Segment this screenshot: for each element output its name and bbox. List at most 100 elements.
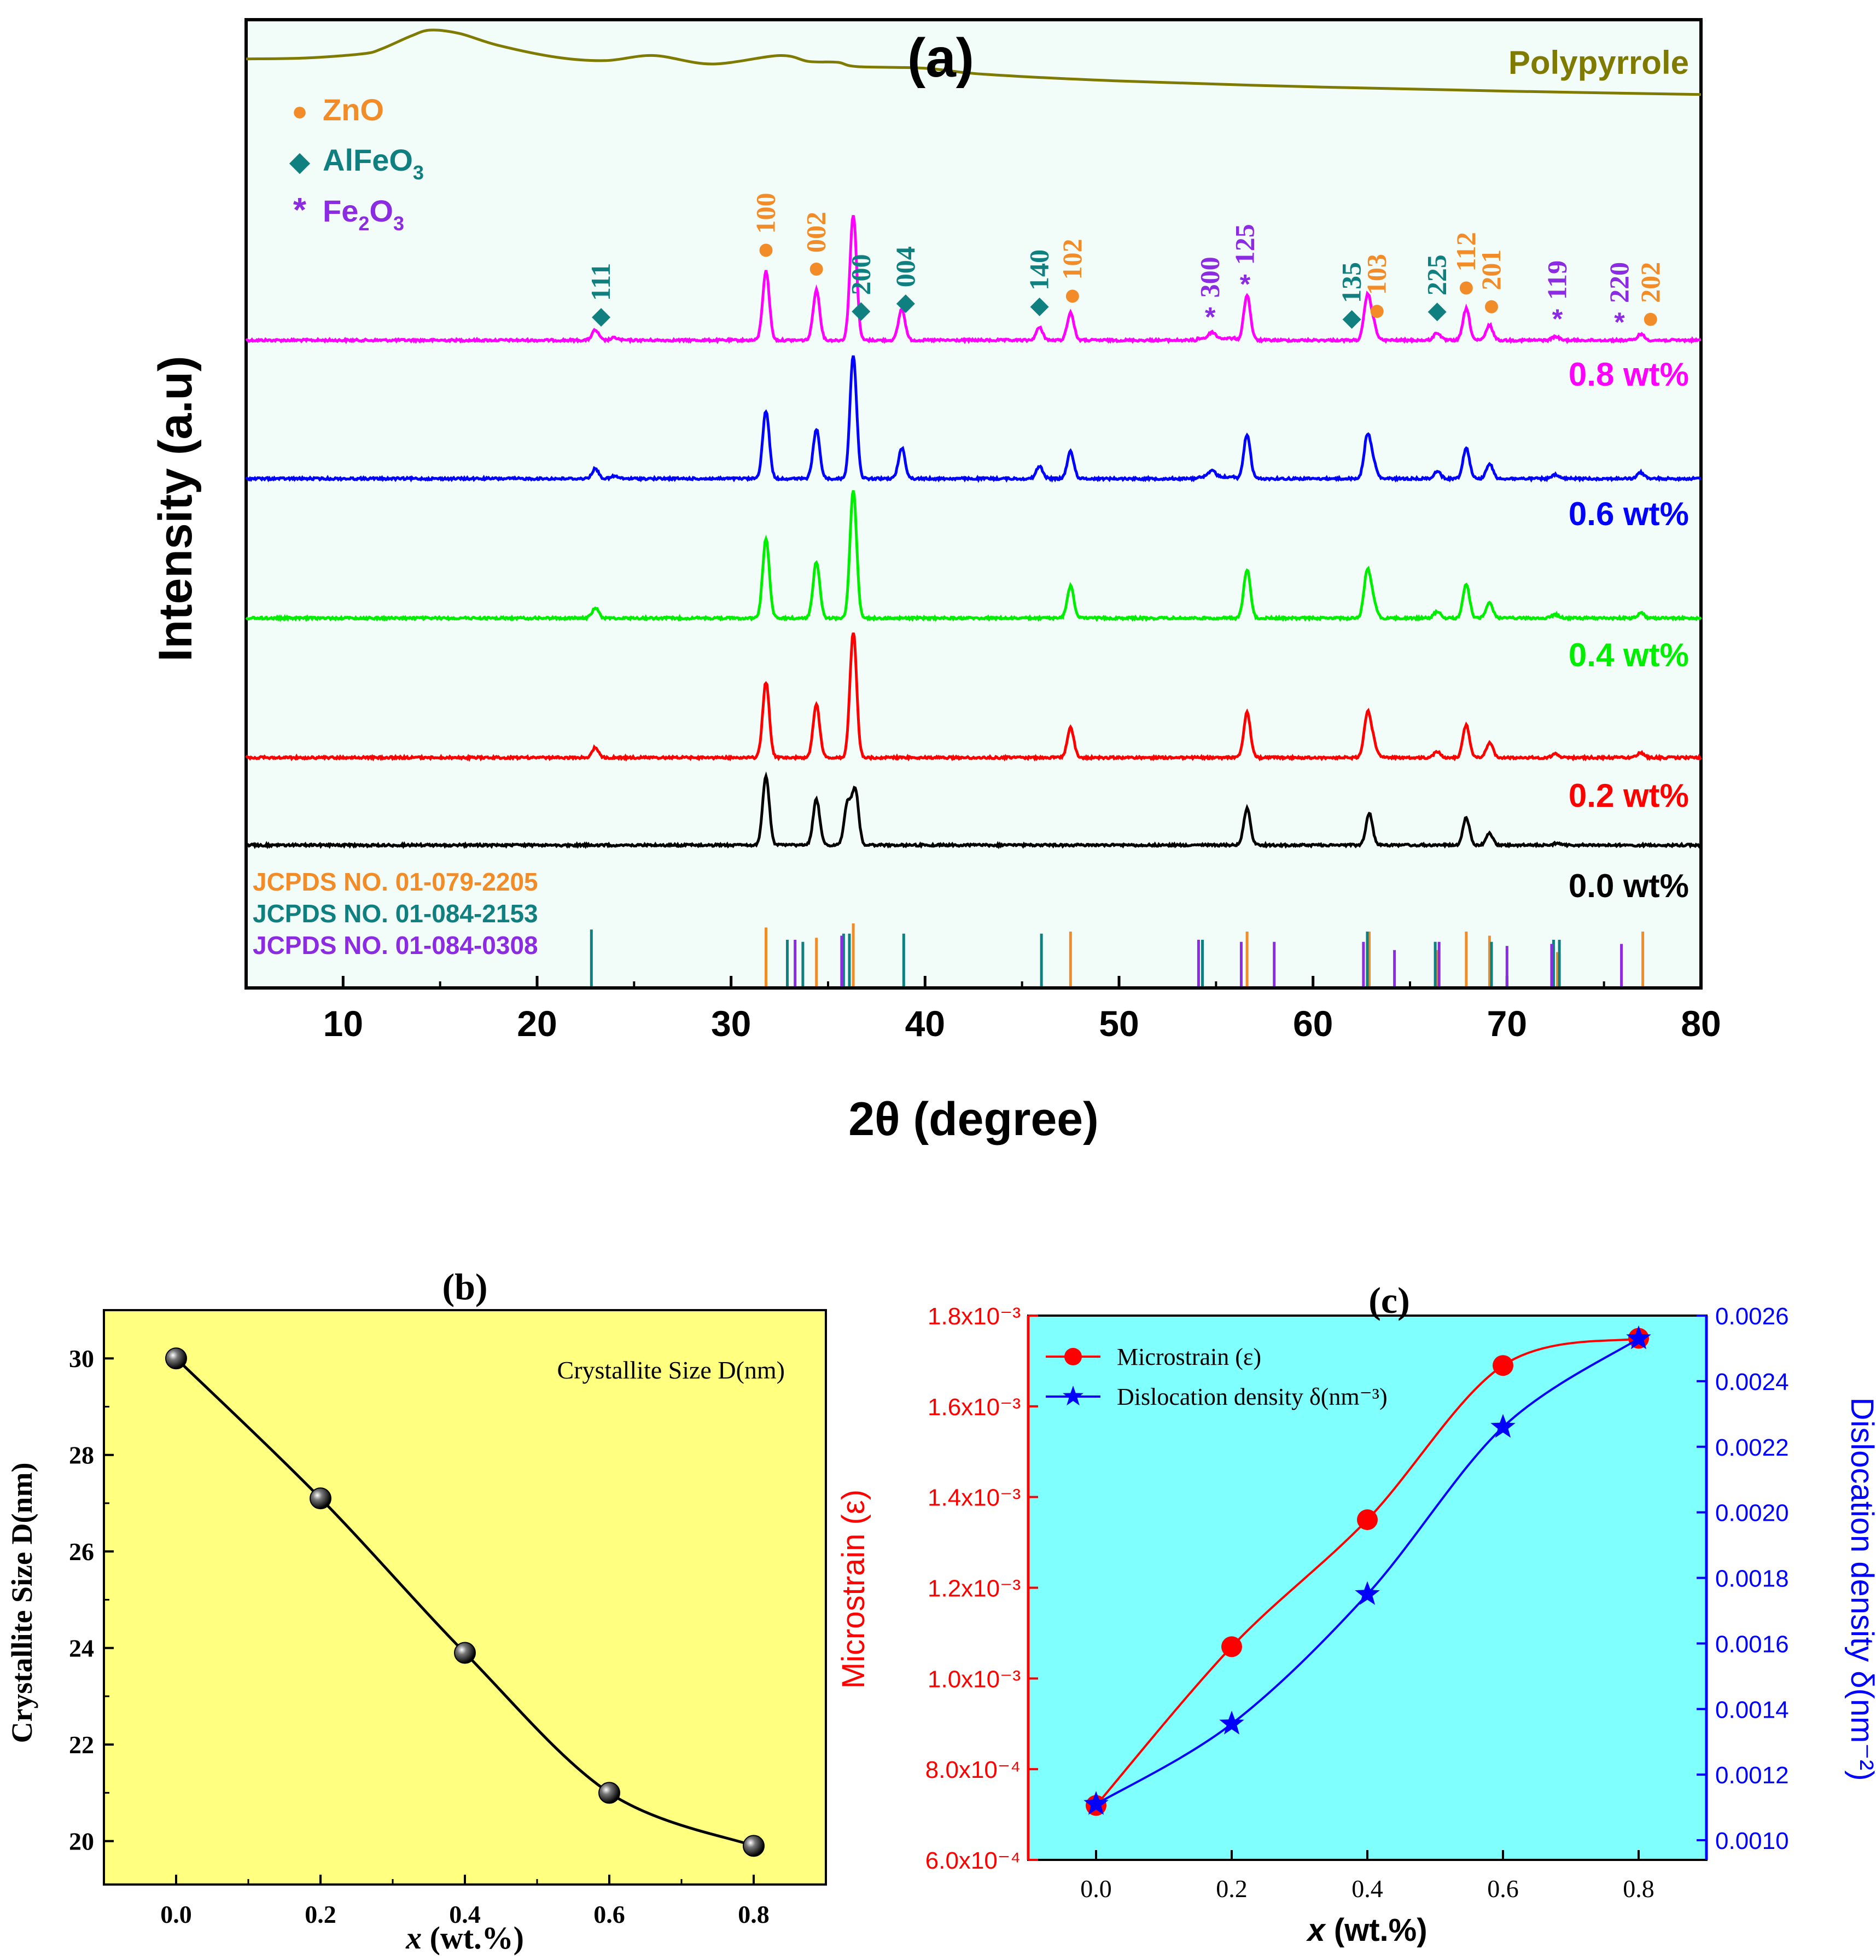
xrd-pattern-line xyxy=(245,490,1702,623)
x-tick-label: 0.4 xyxy=(449,1900,481,1928)
jcpds-reference-label: JCPDS NO. 01-084-0308 xyxy=(253,931,538,959)
alfeo3-peak-marker xyxy=(1030,298,1049,316)
zno-peak-marker xyxy=(809,263,823,276)
x-tick-label: 0.4 xyxy=(1351,1875,1383,1903)
legend-text: Fe xyxy=(323,194,358,228)
panel-c-microstrain-dislocation: 0.0 0.2 0.4 0.6 0.8 6.0x10⁻⁴ 8.0x10⁻⁴ 1.0x10⁻³ 1… xyxy=(836,1279,1876,1948)
panel-b-title: (b) xyxy=(442,1266,487,1307)
legend-marker: ◆ xyxy=(289,146,311,177)
left-y-tick-label: 1.2x10⁻³ xyxy=(928,1575,1021,1602)
fe2o3-peak-marker: * xyxy=(1552,304,1563,334)
zno-peak-marker xyxy=(1459,281,1473,295)
miller-index-label: 102 xyxy=(1057,239,1087,280)
legend-subscript: 3 xyxy=(413,161,424,184)
zno-peak-marker xyxy=(759,243,773,257)
jcpds-reference-label: JCPDS NO. 01-084-2153 xyxy=(253,899,538,928)
fe2o3-peak-marker: * xyxy=(1614,307,1625,338)
x-tick-label: 10 xyxy=(323,1003,363,1044)
legend-marker: ● xyxy=(292,96,308,126)
right-y-tick-label: 0.0024 xyxy=(1715,1369,1789,1395)
legend-subscript: 2 xyxy=(358,212,369,235)
x-tick-label: 60 xyxy=(1293,1003,1333,1044)
x-tick-label: 80 xyxy=(1681,1003,1721,1044)
x-tick-label: 30 xyxy=(711,1003,751,1044)
left-y-tick-label: 6.0x10⁻⁴ xyxy=(925,1847,1021,1874)
xrd-pattern-line xyxy=(245,632,1702,762)
left-y-tick-label: 1.0x10⁻³ xyxy=(928,1666,1021,1693)
x-tick-label: 0.8 xyxy=(738,1900,770,1928)
miller-index-label: 004 xyxy=(890,246,920,287)
left-y-tick-label: 1.6x10⁻³ xyxy=(928,1394,1021,1421)
crystallite-size-point xyxy=(598,1782,620,1804)
series-label: 0.6 wt% xyxy=(1569,496,1689,532)
legend-entry: AlFeO3 xyxy=(323,143,424,184)
miller-index-label: 002 xyxy=(801,212,831,253)
miller-index-label: 111 xyxy=(585,263,616,301)
right-y-tick-label: 0.0022 xyxy=(1715,1434,1789,1461)
miller-index-label: 100 xyxy=(750,193,781,234)
miller-index-label: 201 xyxy=(1476,249,1506,290)
right-y-tick-label: 0.0012 xyxy=(1715,1762,1789,1789)
xrd-pattern-line xyxy=(246,771,1702,850)
x-unit: (wt.%) xyxy=(1325,1912,1428,1948)
legend-text: O xyxy=(369,194,393,228)
zno-peak-marker xyxy=(1484,300,1498,313)
crystallite-size-point xyxy=(165,1347,187,1370)
x-variable: x xyxy=(405,1920,422,1956)
y-tick-label: 24 xyxy=(69,1635,94,1662)
series-label: 0.2 wt% xyxy=(1569,777,1689,814)
left-y-tick-label: 1.4x10⁻³ xyxy=(928,1485,1021,1511)
dislocation-density-point xyxy=(1355,1581,1380,1605)
series-label: 0.8 wt% xyxy=(1569,356,1689,393)
miller-index-label: 225 xyxy=(1421,254,1452,295)
legend-label-microstrain: Microstrain (ε) xyxy=(1117,1343,1261,1370)
x-tick-label: 0.6 xyxy=(593,1900,625,1928)
panel-a-title: (a) xyxy=(907,27,974,89)
crystallite-size-point xyxy=(454,1642,476,1664)
y-tick-label: 26 xyxy=(69,1538,94,1566)
polypyrrole-label: Polypyrrole xyxy=(1508,44,1689,81)
right-y-tick-label: 0.0018 xyxy=(1715,1566,1789,1592)
right-y-tick-label: 0.0026 xyxy=(1715,1303,1789,1330)
miller-index-label: 112 xyxy=(1450,232,1481,271)
x-tick-label: 0.0 xyxy=(160,1900,192,1928)
y-tick-label: 20 xyxy=(69,1828,94,1856)
series-label: 0.4 wt% xyxy=(1569,637,1689,673)
dislocation-density-point xyxy=(1490,1414,1516,1438)
alfeo3-peak-marker xyxy=(592,308,611,327)
polypyrrole-curve xyxy=(246,28,1702,96)
left-y-tick-label: 1.8x10⁻³ xyxy=(928,1303,1021,1330)
left-y-tick-label: 8.0x10⁻⁴ xyxy=(925,1757,1021,1783)
dislocation-density-point xyxy=(1083,1791,1109,1815)
legend-text: AlFeO xyxy=(323,143,413,177)
legend-marker-dislocation xyxy=(1063,1386,1083,1406)
microstrain-point xyxy=(1357,1509,1378,1531)
dislocation-density-point xyxy=(1626,1325,1651,1350)
alfeo3-peak-marker xyxy=(896,294,915,313)
jcpds-reference-label: JCPDS NO. 01-079-2205 xyxy=(253,868,538,896)
panel-a-xrd: 10 20 30 40 50 60 70 80 Polypyrrole 0.8 wt% 0.6 wt… xyxy=(149,18,1721,1145)
panel-a-y-axis-label: Intensity (a.u) xyxy=(149,356,202,661)
alfeo3-peak-marker xyxy=(852,302,871,321)
xrd-pattern-line xyxy=(245,215,1702,345)
legend-subscript: 3 xyxy=(393,212,404,235)
alfeo3-peak-marker xyxy=(1342,310,1361,329)
y-tick-label: 22 xyxy=(69,1731,94,1759)
zno-peak-marker xyxy=(1644,312,1657,326)
right-y-tick-label: 0.0020 xyxy=(1715,1500,1789,1527)
xrd-pattern-line xyxy=(245,355,1702,483)
x-tick-label: 0.8 xyxy=(1623,1875,1654,1903)
y-tick-label: 28 xyxy=(69,1441,94,1469)
x-tick-label: 40 xyxy=(905,1003,945,1044)
x-unit: (wt.%) xyxy=(422,1920,524,1956)
miller-index-label: 300 xyxy=(1195,257,1225,298)
panel-c-left-axis-label: Microstrain (ε) xyxy=(836,1490,871,1689)
miller-index-label: 119 xyxy=(1542,260,1572,300)
x-tick-label: 20 xyxy=(517,1003,557,1044)
miller-index-label: 125 xyxy=(1230,224,1260,265)
crystallite-size-point xyxy=(743,1835,765,1857)
fe2o3-peak-marker: * xyxy=(1240,269,1251,299)
miller-index-label: 220 xyxy=(1604,262,1634,303)
x-tick-label: 0.2 xyxy=(305,1900,336,1928)
